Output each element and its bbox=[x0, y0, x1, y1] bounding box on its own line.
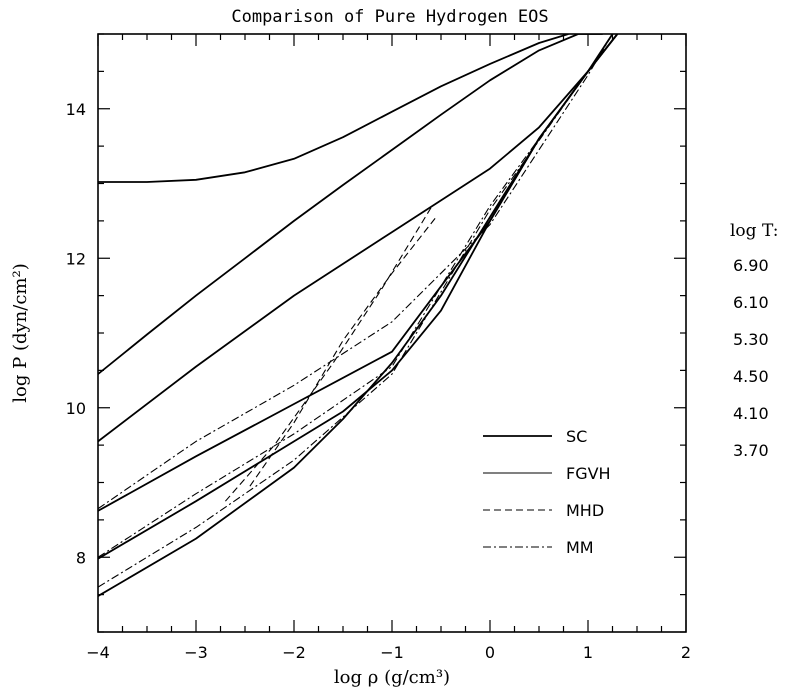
series-line-mm-3-70 bbox=[98, 34, 618, 588]
legend-label: SC bbox=[566, 427, 587, 446]
series-line-sc-5-30 bbox=[98, 34, 614, 443]
y-axis-label: log P (dyn/cm²) bbox=[10, 263, 31, 402]
series-line-sc-6-90 bbox=[98, 34, 569, 183]
x-tick-label: −4 bbox=[86, 643, 110, 662]
x-tick-label: −2 bbox=[282, 643, 306, 662]
temperature-value: 6.10 bbox=[733, 293, 769, 312]
x-tick-label: −3 bbox=[184, 643, 208, 662]
temperature-value: 6.90 bbox=[733, 256, 769, 275]
series-line-sc-4-10 bbox=[98, 34, 619, 560]
series-line-mhd-4-50 bbox=[249, 216, 437, 487]
plot-frame bbox=[97, 33, 687, 633]
y-tick-label: 10 bbox=[66, 399, 86, 418]
y-tick-label: 8 bbox=[76, 548, 86, 567]
y-tick-label: 14 bbox=[66, 100, 86, 119]
temperature-list: log T: 6.90 6.10 5.30 4.50 4.10 3.70 bbox=[730, 221, 778, 460]
chart-title: Comparison of Pure Hydrogen EOS bbox=[231, 7, 548, 27]
series-line-sc-6-10 bbox=[98, 34, 603, 375]
x-axis-label: log ρ (g/cm³) bbox=[334, 667, 450, 688]
temperature-value: 5.30 bbox=[733, 330, 769, 349]
x-tick-label: 1 bbox=[583, 643, 593, 662]
series-line-mm-5-30 bbox=[98, 34, 613, 510]
series-layer bbox=[98, 34, 619, 597]
legend-label: MM bbox=[566, 538, 594, 557]
x-tick-label: −1 bbox=[380, 643, 404, 662]
x-tick-label: 2 bbox=[681, 643, 691, 662]
series-line-sc-3-70 bbox=[98, 34, 619, 597]
series-line-mhd-4-10 bbox=[224, 207, 432, 502]
legend-label: MHD bbox=[566, 501, 604, 520]
temperature-header: log T: bbox=[730, 221, 778, 241]
y-tick-label: 12 bbox=[66, 249, 86, 268]
temperature-value: 4.10 bbox=[733, 404, 769, 423]
legend-label: FGVH bbox=[566, 464, 611, 483]
legend: SC FGVH MHD MM bbox=[483, 427, 611, 557]
x-tick-label: 0 bbox=[485, 643, 495, 662]
series-line-sc-4-50 bbox=[98, 34, 619, 512]
temperature-value: 3.70 bbox=[733, 441, 769, 460]
temperature-value: 4.50 bbox=[733, 367, 769, 386]
series-line-mm-4-50 bbox=[98, 34, 618, 558]
